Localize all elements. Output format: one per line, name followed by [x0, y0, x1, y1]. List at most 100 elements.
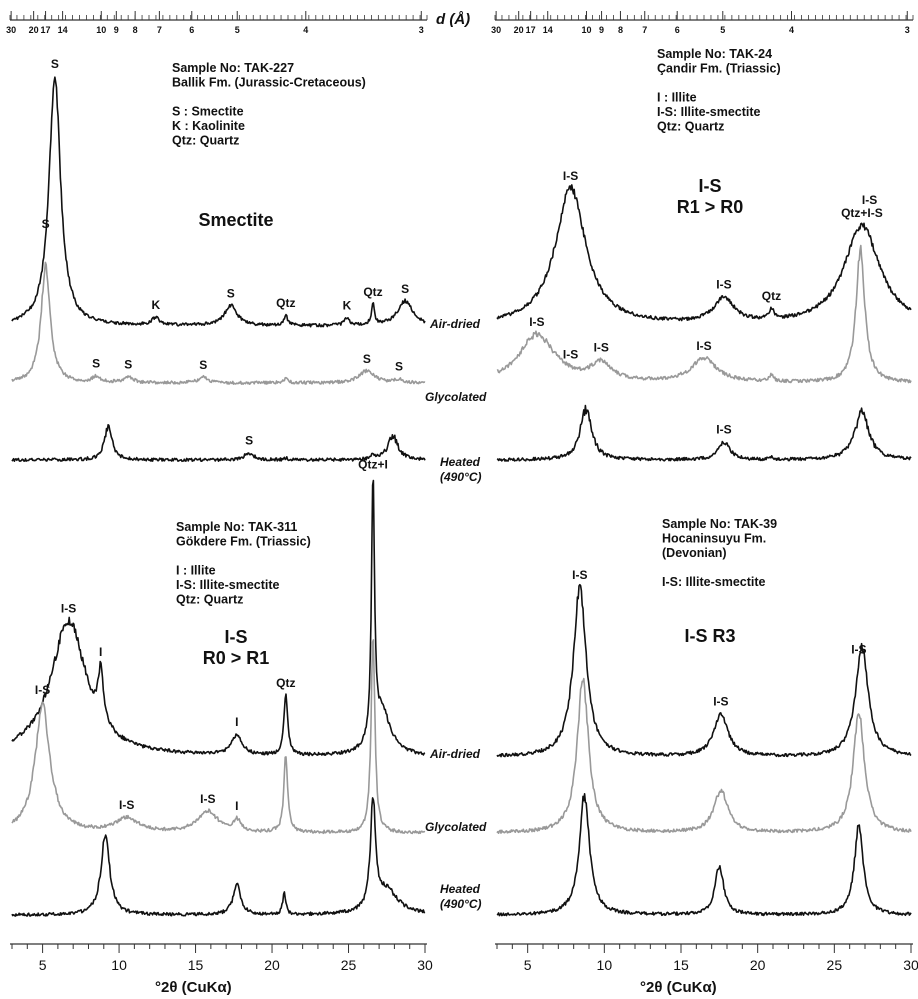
sample-info-line: Gökdere Fm. (Triassic)	[176, 535, 311, 549]
x-axis-tick-label: 10	[111, 957, 127, 973]
d-axis-tick-label: 6	[189, 25, 194, 35]
d-axis-tick-label: 7	[642, 25, 647, 35]
sample-info-line: I : Illite	[176, 564, 216, 578]
sample-info-line: Sample No: TAK-311	[176, 520, 297, 534]
peak-label: Qtz+I-S	[841, 206, 883, 220]
d-axis-tick-label: 5	[235, 25, 240, 35]
peak-label: Qtz	[363, 285, 382, 299]
condition-label: Glycolated	[425, 820, 487, 834]
d-axis-tick-label: 17	[526, 25, 536, 35]
peak-label: I-S	[716, 278, 731, 292]
d-axis-tick-label: 8	[618, 25, 623, 35]
sample-info-line: K : Kaolinite	[172, 119, 245, 133]
peak-label: S	[227, 286, 235, 300]
peak-label: Qtz+I	[358, 458, 388, 472]
x-axis-tick-label: 30	[903, 957, 918, 973]
d-axis-left: 30 20 17 14 10 9 8 7 6 5 4 3	[6, 11, 428, 35]
d-axis-right: 30 20 17 14 10 9 8 7 6 5 4 3	[491, 11, 914, 35]
sample-info-line: I-S: Illite-smectite	[176, 578, 280, 592]
peak-label: I-S	[563, 169, 578, 183]
x-axis-tick-label: 25	[827, 957, 843, 973]
peak-label: I-S	[713, 695, 728, 709]
sample-info-line: S : Smectite	[172, 105, 244, 119]
peak-label: I-S	[572, 568, 587, 582]
peak-label: I	[235, 715, 238, 729]
peak-label: S	[401, 282, 409, 296]
d-axis-tick-label: 30	[491, 25, 501, 35]
peak-label: Qtz	[762, 289, 781, 303]
d-axis-tick-label: 6	[675, 25, 680, 35]
peak-label: I-S	[696, 339, 711, 353]
sample-info-line: Çandir Fm. (Triassic)	[657, 62, 781, 76]
sample-info-line: (Devonian)	[662, 546, 727, 560]
trace-air-dried	[496, 583, 912, 758]
d-axis-tick-label: 17	[41, 25, 51, 35]
trace-air-dried	[496, 184, 912, 322]
sample-info-line: Sample No: TAK-227	[172, 61, 294, 75]
mineral-group-label: Smectite	[198, 210, 273, 230]
peak-label: S	[124, 357, 132, 371]
d-axis-label: d (Å)	[436, 11, 470, 28]
peak-label: I-S	[594, 341, 609, 355]
peak-label: S	[51, 57, 59, 71]
x-axis-right: 5 10 15 20 25 30	[495, 943, 918, 973]
trace-glycolated	[496, 677, 912, 834]
trace-heated	[496, 404, 912, 462]
trace-heated	[11, 424, 426, 463]
x-axis-label-right: °2θ (CuKα)	[640, 979, 717, 996]
d-axis-tick-label: 14	[543, 25, 553, 35]
condition-label: Air-dried	[429, 317, 481, 331]
trace-heated	[11, 797, 426, 917]
peak-label: Qtz	[276, 676, 295, 690]
d-axis-tick-label: 10	[581, 25, 591, 35]
x-axis-tick-label: 20	[750, 957, 766, 973]
peak-label: S	[42, 217, 50, 231]
sample-info-line: Sample No: TAK-24	[657, 47, 772, 61]
d-axis-tick-label: 14	[58, 25, 68, 35]
x-axis-tick-label: 20	[264, 957, 280, 973]
x-axis-tick-label: 10	[597, 957, 613, 973]
peak-label: I-S	[200, 792, 215, 806]
mineral-group-label: I-S	[224, 627, 247, 647]
peak-label: Qtz	[276, 296, 295, 310]
sample-info-line: Hocaninsuyu Fm.	[662, 532, 766, 546]
condition-label: (490°C)	[440, 897, 481, 911]
d-axis-tick-label: 9	[114, 25, 119, 35]
peak-label: I	[99, 645, 102, 659]
peak-label: S	[245, 434, 253, 448]
peak-label: I-S	[529, 315, 544, 329]
d-axis-tick-label: 5	[720, 25, 725, 35]
sample-info-line: I-S: Illite-smectite	[657, 105, 761, 119]
condition-label: Heated	[440, 455, 481, 469]
sample-info-line: Qtz: Quartz	[657, 120, 724, 134]
x-axis-label-left: °2θ (CuKα)	[155, 979, 232, 996]
sample-info-line: Sample No: TAK-39	[662, 517, 777, 531]
x-axis-tick-label: 25	[341, 957, 357, 973]
peak-label: I-S	[851, 642, 866, 656]
trace-glycolated	[11, 261, 426, 385]
d-axis-tick-label: 20	[514, 25, 524, 35]
peak-label: I-S	[61, 601, 76, 615]
x-axis-tick-label: 5	[524, 957, 532, 973]
d-axis-tick-label: 3	[419, 25, 424, 35]
d-axis-tick-label: 4	[789, 25, 794, 35]
sample-info-line: I-S: Illite-smectite	[662, 575, 766, 589]
peak-label: I-S	[119, 798, 134, 812]
x-axis-tick-label: 15	[188, 957, 204, 973]
trace-air-dried	[11, 76, 426, 328]
condition-label: Glycolated	[425, 390, 487, 404]
mineral-group-label: R1 > R0	[677, 197, 744, 217]
peak-label: K	[343, 299, 352, 313]
peak-label: I-S	[35, 683, 50, 697]
condition-label: (490°C)	[440, 470, 481, 484]
peak-label: K	[151, 298, 160, 312]
x-axis-tick-label: 15	[673, 957, 689, 973]
condition-label: Air-dried	[429, 747, 481, 761]
trace-air-dried	[11, 479, 426, 757]
mineral-group-label: I-S	[698, 176, 721, 196]
sample-info-line: Qtz: Quartz	[176, 593, 243, 607]
